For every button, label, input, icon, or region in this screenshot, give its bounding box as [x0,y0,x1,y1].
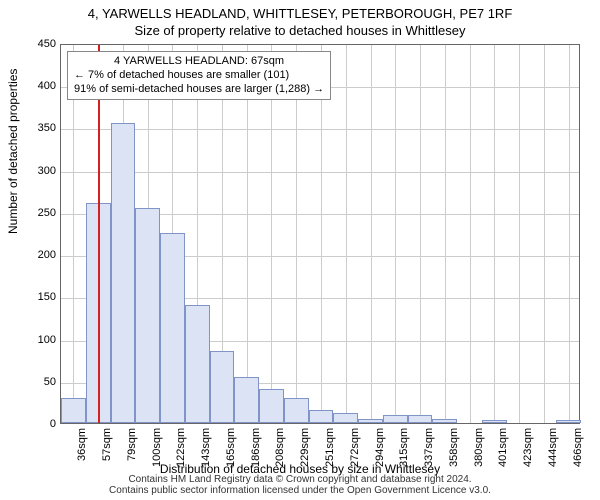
histogram-bar [284,398,309,423]
histogram-bar [556,420,581,423]
y-tick-label: 100 [38,334,56,346]
histogram-bar [309,410,334,423]
x-tick-label: 466sqm [572,428,584,467]
chart-title-desc: Size of property relative to detached ho… [0,23,600,38]
x-tick-label: 358sqm [448,428,460,467]
gridline-v [73,45,74,423]
x-tick-label: 251sqm [324,428,336,467]
gridline-v [470,45,471,423]
gridline-v [371,45,372,423]
gridline-v [395,45,396,423]
y-tick-label: 250 [38,207,56,219]
x-tick-label: 401sqm [497,428,509,467]
histogram-bar [358,419,383,423]
x-tick-label: 423sqm [522,428,534,467]
gridline-h [61,129,579,130]
x-tick-label: 186sqm [250,428,262,467]
x-tick-label: 79sqm [126,428,138,461]
gridline-v [445,45,446,423]
gridline-v [247,45,248,423]
gridline-v [519,45,520,423]
x-tick-label: 294sqm [374,428,386,467]
gridline-v [321,45,322,423]
reference-marker-line [98,45,100,423]
histogram-bar [259,389,284,423]
histogram-bar [482,420,507,423]
footer-attribution: Contains HM Land Registry data © Crown c… [0,474,600,496]
histogram-bar [111,123,136,423]
x-tick-label: 272sqm [349,428,361,467]
footer-line1: Contains HM Land Registry data © Crown c… [0,474,600,485]
gridline-h [61,172,579,173]
histogram-bar [432,419,457,423]
y-tick-label: 50 [44,376,56,388]
x-tick-label: 143sqm [200,428,212,467]
x-tick-label: 36sqm [76,428,88,461]
histogram-bar [135,208,160,423]
histogram-bar [234,377,259,423]
histogram-bar [333,413,358,423]
x-tick-label: 444sqm [547,428,559,467]
histogram-bar [408,415,433,423]
chart-plot-area: 4 YARWELLS HEADLAND: 67sqm← 7% of detach… [60,44,580,424]
histogram-bar [61,398,86,423]
annotation-box: 4 YARWELLS HEADLAND: 67sqm← 7% of detach… [67,51,331,100]
gridline-v [296,45,297,423]
y-tick-label: 400 [38,80,56,92]
gridline-v [544,45,545,423]
histogram-bar [383,415,408,423]
annotation-line: 4 YARWELLS HEADLAND: 67sqm [74,55,324,69]
y-tick-label: 350 [38,122,56,134]
x-tick-label: 100sqm [151,428,163,467]
y-axis-label: Number of detached properties [6,69,20,234]
x-tick-label: 337sqm [423,428,435,467]
x-tick-label: 208sqm [274,428,286,467]
x-tick-label: 380sqm [473,428,485,467]
gridline-v [569,45,570,423]
x-tick-label: 57sqm [101,428,113,461]
histogram-bar [185,305,210,423]
annotation-line: 91% of semi-detached houses are larger (… [74,83,324,97]
x-tick-label: 165sqm [225,428,237,467]
x-tick-label: 315sqm [398,428,410,467]
annotation-line: ← 7% of detached houses are smaller (101… [74,69,324,83]
y-tick-label: 150 [38,291,56,303]
histogram-bar [160,233,185,423]
y-tick-label: 300 [38,165,56,177]
y-tick-label: 0 [50,418,56,430]
gridline-v [420,45,421,423]
gridline-v [271,45,272,423]
x-tick-label: 229sqm [299,428,311,467]
chart-title-address: 4, YARWELLS HEADLAND, WHITTLESEY, PETERB… [0,6,600,21]
histogram-bar [210,351,235,423]
y-tick-label: 200 [38,249,56,261]
footer-line2: Contains public sector information licen… [0,485,600,496]
x-tick-label: 122sqm [175,428,187,467]
gridline-v [494,45,495,423]
y-tick-label: 450 [38,38,56,50]
gridline-v [346,45,347,423]
